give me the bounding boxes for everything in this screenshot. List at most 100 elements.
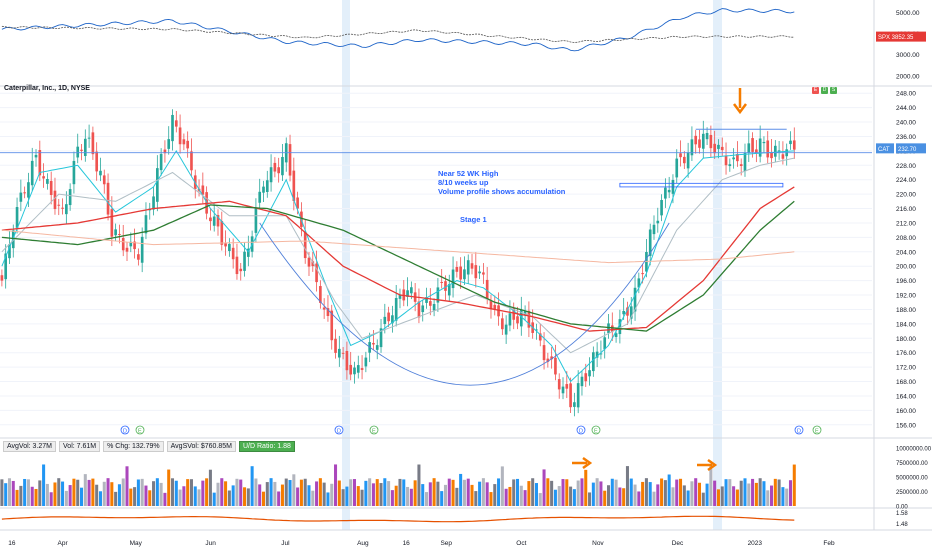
volume-bar	[307, 485, 311, 506]
x-tick-label: Sep	[440, 540, 452, 547]
volume-bar	[42, 464, 46, 506]
candle-body	[247, 248, 250, 257]
volume-bar	[30, 486, 34, 506]
candle-body	[728, 164, 732, 167]
candle-body	[762, 141, 766, 144]
x-tick-label: Jul	[281, 540, 290, 547]
candle-body	[686, 152, 690, 169]
candle-body	[121, 237, 125, 251]
volume-bar	[91, 478, 95, 506]
volume-bar	[212, 492, 216, 506]
volume-bar	[565, 479, 569, 506]
volume-bar	[754, 482, 758, 506]
candle-body	[770, 151, 773, 159]
price-tag-value-bg	[896, 143, 926, 154]
candle-body	[15, 207, 19, 228]
candle-body	[622, 310, 625, 315]
volume-bar	[288, 480, 292, 506]
volume-bar	[19, 485, 23, 506]
volume-bar	[515, 478, 520, 506]
event-marker	[334, 425, 344, 435]
vol: Vol: 7.61M	[59, 441, 101, 452]
candle-body	[618, 319, 622, 335]
spx-panel	[1, 8, 795, 52]
candle-body	[440, 281, 444, 283]
flag-d-icon[interactable]: D	[821, 87, 828, 94]
volume-bar	[68, 485, 72, 506]
candle-body	[186, 140, 189, 149]
candle-body	[319, 286, 322, 303]
volume-bar	[443, 484, 447, 506]
candle-body	[664, 187, 667, 199]
candle-body	[501, 318, 504, 330]
volume-bar	[239, 479, 243, 506]
spx-tick-label: 5000.00	[896, 10, 920, 17]
candle-body	[57, 204, 61, 206]
volume-bar	[682, 485, 686, 506]
volume-bar	[660, 478, 664, 506]
candle-body	[360, 368, 364, 370]
volume-bar	[713, 480, 717, 506]
volume-bar	[648, 482, 652, 506]
flag-s-icon[interactable]: S	[830, 87, 837, 94]
ma-line-ma200	[1, 229, 795, 264]
volume-bar	[15, 489, 19, 506]
candle-body	[459, 266, 462, 280]
volume-bar	[269, 478, 273, 506]
volume-bar	[747, 483, 751, 506]
chart-title: Caterpillar, Inc., 1D, NYSE	[4, 85, 90, 92]
candle-body	[4, 253, 8, 280]
candle-body	[683, 156, 686, 164]
y-tick-label: 168.00	[896, 379, 916, 386]
candle-body	[42, 176, 45, 179]
volume-bar	[231, 485, 235, 506]
x-tick-label: 2023	[748, 540, 763, 547]
right-arrow-icon	[572, 456, 593, 470]
volume-bar	[542, 469, 546, 506]
y-tick-label: 204.00	[896, 249, 916, 256]
y-tick-label: 248.00	[896, 91, 916, 98]
candle-body	[292, 170, 296, 201]
vol-tick-label: 2500000.00	[896, 490, 928, 496]
candle-body	[49, 180, 53, 195]
volume-bar	[98, 491, 102, 506]
volume-bar	[421, 484, 425, 506]
volume-bar	[580, 478, 584, 506]
candle-body	[474, 265, 478, 279]
candle-body	[353, 367, 356, 375]
volume-bar	[390, 490, 394, 506]
candle-body	[717, 144, 720, 149]
x-tick-label: Jun	[205, 540, 216, 547]
candle-body	[755, 149, 758, 153]
y-tick-label: 196.00	[896, 278, 916, 285]
volume-bar	[709, 464, 713, 506]
candle-body	[614, 333, 618, 338]
candle-body	[580, 376, 584, 387]
volume-bar	[686, 490, 690, 506]
candle-body	[633, 287, 637, 312]
volume-bar	[739, 480, 743, 506]
volume-bar	[716, 489, 720, 506]
candle-body	[777, 150, 781, 152]
volume-bar	[606, 485, 611, 506]
candle-body	[322, 307, 326, 310]
volume-bar	[201, 480, 205, 506]
candle-body	[576, 383, 580, 408]
volume-bar	[208, 469, 212, 506]
candle-body	[705, 132, 709, 140]
volume-bar	[315, 481, 319, 506]
volume-bar	[95, 484, 99, 506]
x-tick-label: Oct	[516, 540, 526, 547]
volume-bar	[87, 479, 91, 506]
volume-bar	[610, 478, 614, 506]
candle-body	[444, 281, 447, 291]
volume-bar	[155, 478, 159, 506]
y-tick-label: 176.00	[896, 350, 916, 357]
candle-body	[129, 241, 133, 247]
candle-body	[140, 236, 144, 263]
y-tick-label: 192.00	[896, 293, 916, 300]
candle-body	[599, 353, 603, 355]
volume-bar	[296, 487, 300, 506]
candle-body	[262, 186, 265, 193]
flag-e-icon[interactable]: E	[812, 87, 819, 94]
